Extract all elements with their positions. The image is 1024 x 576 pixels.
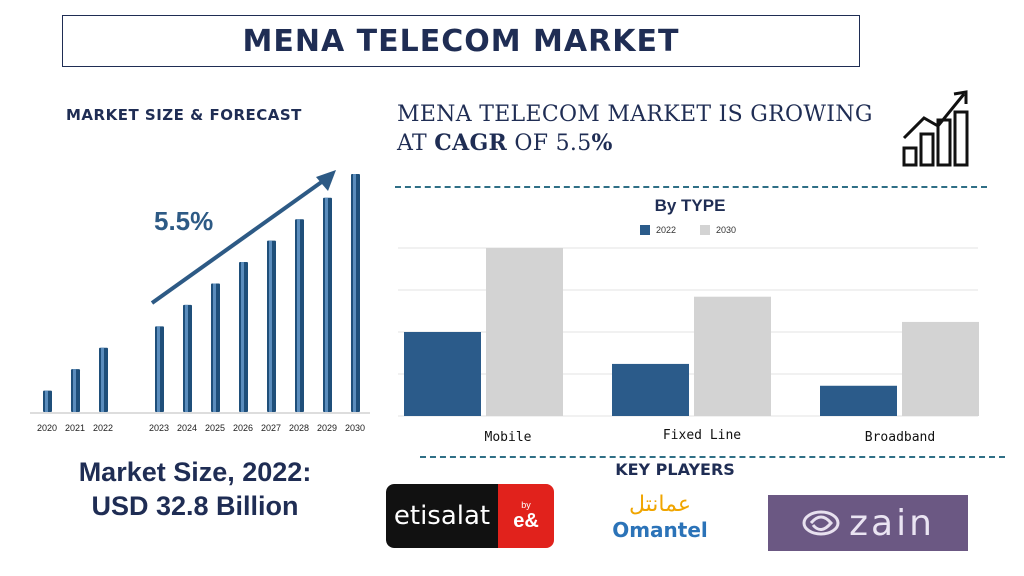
forecast-year-label: 2027 (261, 423, 281, 433)
page-title: MENA TELECOM MARKET (242, 23, 680, 59)
legend-swatch-2030 (700, 225, 710, 235)
type-bar-2030 (694, 296, 771, 416)
growth-pct: % (591, 130, 613, 156)
forecast-bar-highlight (297, 219, 300, 412)
forecast-year-label: 2026 (233, 423, 253, 433)
legend-swatch-2022 (640, 225, 650, 235)
forecast-bar (351, 174, 360, 412)
forecast-bar (99, 347, 108, 412)
market-size-line2: USD 32.8 Billion (91, 491, 299, 521)
type-bar-2022 (820, 385, 897, 416)
forecast-bar (239, 262, 248, 412)
forecast-year-label: 2024 (177, 423, 197, 433)
trend-arrow-head (316, 170, 336, 191)
forecast-cagr-label: 5.5% (154, 206, 213, 236)
omantel-arabic-text: عمانتل (629, 492, 691, 517)
dashed-divider-top (395, 186, 987, 188)
market-size-line1: Market Size, 2022: (78, 457, 312, 487)
zain-logo-text: zain (849, 502, 935, 544)
legend-label-2022: 2022 (656, 225, 677, 235)
growth-rate: 5.5 (555, 131, 592, 156)
category-label-mobile: Mobile (484, 430, 532, 445)
forecast-bar-highlight (241, 262, 244, 412)
forecast-bar-highlight (213, 283, 216, 412)
forecast-chart: 2020 2021 2022 2023 2024 2025 2026 2027 2028 2029… (30, 170, 370, 433)
forecast-bar (295, 219, 304, 412)
forecast-heading: MARKET SIZE & FORECAST (66, 106, 302, 124)
forecast-year-label: 2020 (37, 423, 57, 433)
type-bar-2030 (902, 321, 979, 416)
forecast-year-label: 2028 (289, 423, 309, 433)
zain-swirl-icon (802, 510, 840, 536)
by-type-title: By TYPE (654, 196, 726, 215)
growth-prefix: MENA TELECOM MARKET IS GROWING AT (397, 102, 873, 156)
forecast-bar-highlight (157, 326, 160, 412)
type-bar-2022 (612, 363, 689, 416)
forecast-bar-highlight (353, 174, 356, 412)
type-bar-2030 (486, 248, 563, 416)
forecast-bar-highlight (185, 304, 188, 412)
forecast-bar (43, 390, 52, 412)
by-type-chart (398, 247, 979, 417)
forecast-bar-highlight (73, 369, 76, 412)
forecast-year-label: 2022 (93, 423, 113, 433)
growth-of-word: OF (514, 131, 549, 156)
key-players-heading: KEY PLAYERS (615, 460, 735, 479)
forecast-year-label: 2029 (317, 423, 337, 433)
forecast-bar-highlight (269, 240, 272, 412)
forecast-bar-highlight (325, 197, 328, 412)
forecast-bar (267, 240, 276, 412)
etisalat-logo: etisalat by e& (386, 484, 554, 548)
category-label-fixed-line: Fixed Line (662, 428, 742, 443)
dashed-divider-bottom (420, 456, 1005, 458)
growth-bars-icon (902, 90, 969, 167)
forecast-bar (155, 326, 164, 412)
market-size-statement: Market Size, 2022: USD 32.8 Billion (40, 455, 350, 523)
legend-2030: 2030 (700, 225, 736, 235)
forecast-bar (323, 197, 332, 412)
forecast-bar (71, 369, 80, 412)
forecast-year-label: 2030 (345, 423, 365, 433)
legend-label-2030: 2030 (716, 225, 737, 235)
forecast-bar (211, 283, 220, 412)
forecast-bar-highlight (45, 390, 48, 412)
omantel-logo: عمانتل Omantel (590, 492, 730, 544)
zain-logo: zain (768, 495, 968, 551)
legend-2022: 2022 (640, 225, 676, 235)
forecast-year-label: 2023 (149, 423, 169, 433)
type-bar-2022 (404, 332, 481, 416)
title-box: MENA TELECOM MARKET (62, 15, 860, 67)
etisalat-logo-by: by (521, 499, 531, 510)
etisalat-logo-text: etisalat (393, 501, 491, 531)
trend-arrow-icon (150, 174, 332, 305)
forecast-year-label: 2025 (205, 423, 225, 433)
omantel-text: Omantel (612, 518, 708, 542)
forecast-bar (183, 304, 192, 412)
forecast-bar-highlight (101, 347, 104, 412)
etisalat-logo-mark: e& (513, 509, 539, 532)
growth-statement: MENA TELECOM MARKET IS GROWING AT CAGR O… (397, 100, 877, 158)
forecast-year-label: 2021 (65, 423, 85, 433)
growth-cagr-word: CAGR (434, 130, 508, 156)
category-label-broadband: Broadband (864, 430, 936, 445)
